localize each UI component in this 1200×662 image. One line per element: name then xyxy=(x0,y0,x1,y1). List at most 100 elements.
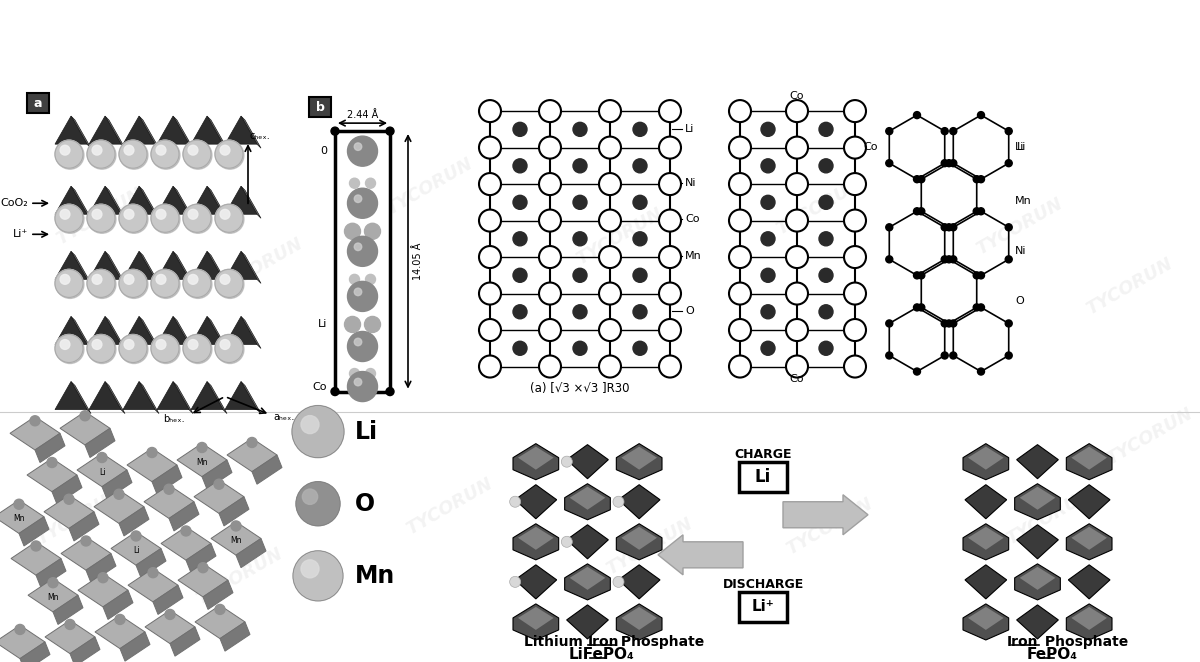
Polygon shape xyxy=(0,500,44,534)
Polygon shape xyxy=(1068,565,1110,599)
Text: Phosphate: Phosphate xyxy=(616,635,704,649)
Circle shape xyxy=(949,256,956,263)
Circle shape xyxy=(354,338,361,346)
Circle shape xyxy=(659,173,682,195)
Circle shape xyxy=(818,195,833,209)
Circle shape xyxy=(479,173,502,195)
Circle shape xyxy=(539,246,562,268)
Circle shape xyxy=(946,320,953,327)
Circle shape xyxy=(514,342,527,355)
Polygon shape xyxy=(70,637,100,662)
Circle shape xyxy=(344,316,360,332)
Polygon shape xyxy=(106,252,125,283)
Circle shape xyxy=(92,275,102,284)
Circle shape xyxy=(88,205,115,232)
Bar xyxy=(739,592,787,622)
Circle shape xyxy=(946,224,953,231)
Circle shape xyxy=(88,336,116,363)
Text: TYCORUN: TYCORUN xyxy=(34,485,126,549)
Text: Co: Co xyxy=(685,214,700,224)
Text: Co: Co xyxy=(790,373,804,383)
Polygon shape xyxy=(618,485,660,519)
Circle shape xyxy=(913,112,920,118)
Circle shape xyxy=(366,274,376,285)
Circle shape xyxy=(216,205,244,233)
Text: DISCHARGE: DISCHARGE xyxy=(722,579,804,591)
Circle shape xyxy=(365,316,380,332)
Polygon shape xyxy=(515,485,557,519)
Polygon shape xyxy=(112,532,161,565)
Circle shape xyxy=(386,387,394,396)
Circle shape xyxy=(344,223,360,239)
Circle shape xyxy=(354,195,361,203)
Circle shape xyxy=(14,499,24,509)
Circle shape xyxy=(182,334,211,363)
Circle shape xyxy=(973,208,980,214)
Text: Ni: Ni xyxy=(685,178,696,188)
Polygon shape xyxy=(20,642,50,662)
Polygon shape xyxy=(161,527,211,560)
Polygon shape xyxy=(1015,564,1061,600)
Circle shape xyxy=(786,355,808,377)
Text: 0: 0 xyxy=(320,146,326,156)
Polygon shape xyxy=(226,186,257,214)
Polygon shape xyxy=(89,186,121,214)
Circle shape xyxy=(634,159,647,173)
Circle shape xyxy=(48,578,58,588)
Circle shape xyxy=(613,577,624,587)
Text: Classification and characteristics of cathode materials for lithium batteries: Classification and characteristics of ca… xyxy=(24,29,1200,57)
Text: Li: Li xyxy=(685,124,695,134)
Circle shape xyxy=(365,223,380,239)
Text: Li⁺: Li⁺ xyxy=(13,229,28,239)
Circle shape xyxy=(152,270,180,299)
Circle shape xyxy=(148,448,157,457)
Circle shape xyxy=(786,319,808,341)
Circle shape xyxy=(119,269,148,297)
Circle shape xyxy=(818,122,833,136)
Circle shape xyxy=(92,340,102,350)
Circle shape xyxy=(978,304,984,311)
Circle shape xyxy=(659,319,682,341)
Text: TYCORUN: TYCORUN xyxy=(403,475,497,539)
Polygon shape xyxy=(95,615,145,649)
Circle shape xyxy=(354,243,361,251)
Text: TYCORUN: TYCORUN xyxy=(973,195,1067,258)
Polygon shape xyxy=(89,252,121,279)
Polygon shape xyxy=(565,564,611,600)
Text: 14.05 Å: 14.05 Å xyxy=(413,243,424,280)
Circle shape xyxy=(634,232,647,246)
Circle shape xyxy=(124,340,134,350)
Polygon shape xyxy=(106,116,125,148)
Polygon shape xyxy=(1068,485,1110,519)
Polygon shape xyxy=(86,553,116,583)
Text: Li: Li xyxy=(355,420,378,444)
Polygon shape xyxy=(220,622,250,651)
Text: TYCORUN: TYCORUN xyxy=(1003,485,1097,549)
Circle shape xyxy=(184,141,212,169)
Polygon shape xyxy=(203,580,233,610)
Polygon shape xyxy=(208,381,227,414)
Circle shape xyxy=(818,305,833,319)
Circle shape xyxy=(247,438,257,448)
Circle shape xyxy=(92,145,102,155)
Polygon shape xyxy=(77,453,127,487)
Polygon shape xyxy=(220,496,250,526)
Polygon shape xyxy=(19,517,49,546)
Circle shape xyxy=(88,140,115,168)
Circle shape xyxy=(114,489,124,499)
Polygon shape xyxy=(28,579,78,612)
Circle shape xyxy=(120,205,148,233)
Circle shape xyxy=(55,205,83,232)
Circle shape xyxy=(479,136,502,159)
Circle shape xyxy=(119,205,148,232)
Polygon shape xyxy=(157,252,190,279)
Circle shape xyxy=(941,256,948,263)
FancyBboxPatch shape xyxy=(310,97,331,117)
Circle shape xyxy=(761,305,775,319)
Circle shape xyxy=(574,305,587,319)
Polygon shape xyxy=(136,549,166,578)
Circle shape xyxy=(786,246,808,268)
Bar xyxy=(739,461,787,492)
Circle shape xyxy=(56,141,84,169)
Circle shape xyxy=(188,209,198,219)
